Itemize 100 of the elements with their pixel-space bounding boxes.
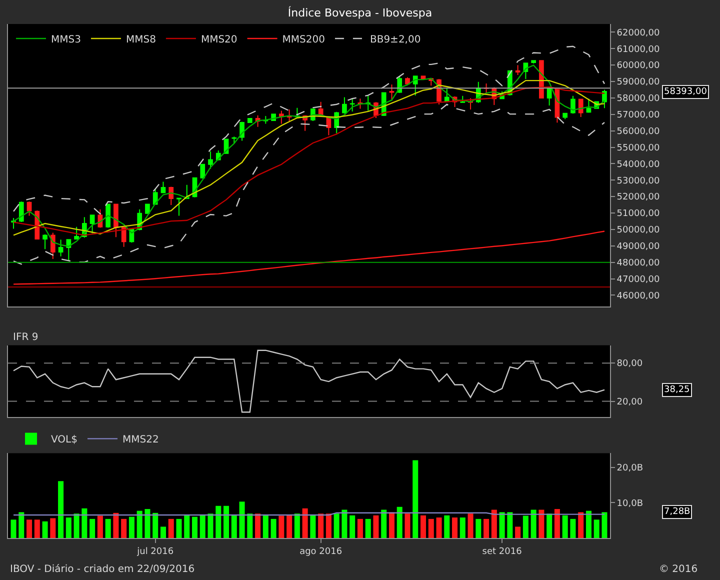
y-tick-label: 55000,00 bbox=[616, 143, 660, 154]
line-series bbox=[12, 230, 606, 285]
bar bbox=[231, 515, 237, 538]
bar bbox=[436, 518, 442, 538]
candlestick bbox=[232, 136, 237, 144]
bar bbox=[26, 520, 32, 538]
bar bbox=[50, 518, 56, 538]
line-series bbox=[12, 350, 606, 413]
y-tick-label: 51000,00 bbox=[616, 209, 660, 220]
y-tick-label: 47000,00 bbox=[616, 274, 660, 285]
bar bbox=[294, 514, 300, 538]
candlestick bbox=[247, 118, 252, 124]
bar bbox=[18, 512, 24, 538]
bar bbox=[388, 512, 394, 538]
candlestick bbox=[42, 234, 48, 250]
candlestick bbox=[168, 186, 174, 206]
chart-title: Índice Bovespa - Ibovespa bbox=[288, 5, 432, 20]
bar bbox=[270, 518, 276, 538]
bar bbox=[562, 515, 568, 538]
bar bbox=[318, 514, 324, 538]
candlestick bbox=[160, 181, 166, 194]
bar bbox=[42, 521, 48, 538]
y-tick-label: 59000,00 bbox=[616, 78, 660, 88]
y-tick-label: 80,00 bbox=[616, 359, 643, 370]
candlestick bbox=[578, 98, 584, 118]
y-tick-label: 57000,00 bbox=[616, 110, 660, 121]
bar bbox=[278, 516, 284, 538]
bar bbox=[168, 518, 174, 538]
bar bbox=[420, 515, 426, 538]
bar bbox=[224, 506, 230, 538]
bar bbox=[602, 512, 608, 538]
bar bbox=[128, 516, 134, 538]
candlestick bbox=[200, 164, 206, 179]
bar bbox=[113, 512, 119, 538]
bar bbox=[200, 515, 206, 538]
bar bbox=[255, 514, 261, 538]
bar bbox=[34, 520, 40, 538]
candlestick bbox=[342, 96, 347, 114]
legend-label: MMS22 bbox=[122, 434, 159, 446]
text: 38,25 bbox=[664, 385, 690, 395]
candlestick bbox=[444, 88, 450, 102]
bar bbox=[184, 515, 190, 538]
y-tick-label: 62000,00 bbox=[616, 28, 660, 38]
bar bbox=[302, 508, 308, 538]
bar bbox=[586, 510, 592, 538]
text: IBOV - Diário - criado em 22/09/2016 bbox=[10, 564, 195, 575]
candlestick bbox=[531, 60, 536, 64]
candlestick bbox=[515, 64, 520, 76]
legend-label: MMS200 bbox=[282, 34, 325, 46]
y-tick-label: 61000,00 bbox=[616, 44, 660, 55]
y-tick-label: 56000,00 bbox=[616, 126, 660, 137]
chart-title: IFR 9 bbox=[13, 332, 38, 343]
bar bbox=[381, 510, 387, 538]
candlestick bbox=[460, 95, 466, 104]
bar bbox=[460, 518, 466, 538]
bar bbox=[326, 514, 332, 538]
bar bbox=[373, 515, 379, 538]
bar bbox=[491, 510, 497, 538]
y-tick-label: 20,00 bbox=[616, 397, 643, 408]
bar bbox=[74, 514, 80, 538]
y-tick-label: 60000,00 bbox=[616, 61, 660, 72]
bar bbox=[82, 508, 88, 538]
bar bbox=[208, 514, 214, 538]
candlestick bbox=[405, 76, 410, 86]
candlestick bbox=[586, 98, 592, 114]
bar bbox=[468, 514, 474, 538]
bar bbox=[452, 518, 458, 538]
x-tick-label: ago 2016 bbox=[300, 546, 342, 557]
bar bbox=[404, 514, 410, 538]
x-tick-label: jul 2016 bbox=[136, 546, 174, 557]
bar bbox=[484, 518, 490, 538]
bar bbox=[97, 516, 103, 538]
candlestick bbox=[263, 116, 268, 124]
legend-label: BB9±2,00 bbox=[370, 34, 421, 46]
bar bbox=[428, 518, 434, 538]
candlestick bbox=[121, 226, 126, 248]
bar bbox=[216, 506, 222, 538]
legend-label: MMS8 bbox=[126, 34, 156, 46]
candlestick bbox=[286, 108, 292, 122]
legend-label: MMS20 bbox=[200, 34, 238, 46]
candlestick bbox=[74, 226, 79, 240]
bar bbox=[66, 518, 72, 538]
bar bbox=[247, 514, 253, 538]
bar bbox=[570, 518, 576, 538]
candlestick bbox=[50, 232, 56, 260]
candlestick bbox=[358, 98, 363, 110]
bar bbox=[499, 512, 505, 538]
candlestick bbox=[11, 217, 16, 230]
candlestick bbox=[546, 88, 552, 106]
bar bbox=[310, 515, 316, 538]
y-tick-label: 20,0B bbox=[616, 463, 644, 474]
y-tick-label: 50000,00 bbox=[616, 226, 660, 236]
y-tick-label: 46000,00 bbox=[616, 291, 660, 302]
bar bbox=[10, 520, 16, 538]
bar bbox=[286, 515, 292, 538]
candlestick bbox=[106, 203, 110, 228]
candlestick bbox=[208, 150, 213, 170]
candlestick bbox=[145, 203, 150, 214]
bar bbox=[507, 512, 513, 538]
bar bbox=[357, 518, 363, 538]
